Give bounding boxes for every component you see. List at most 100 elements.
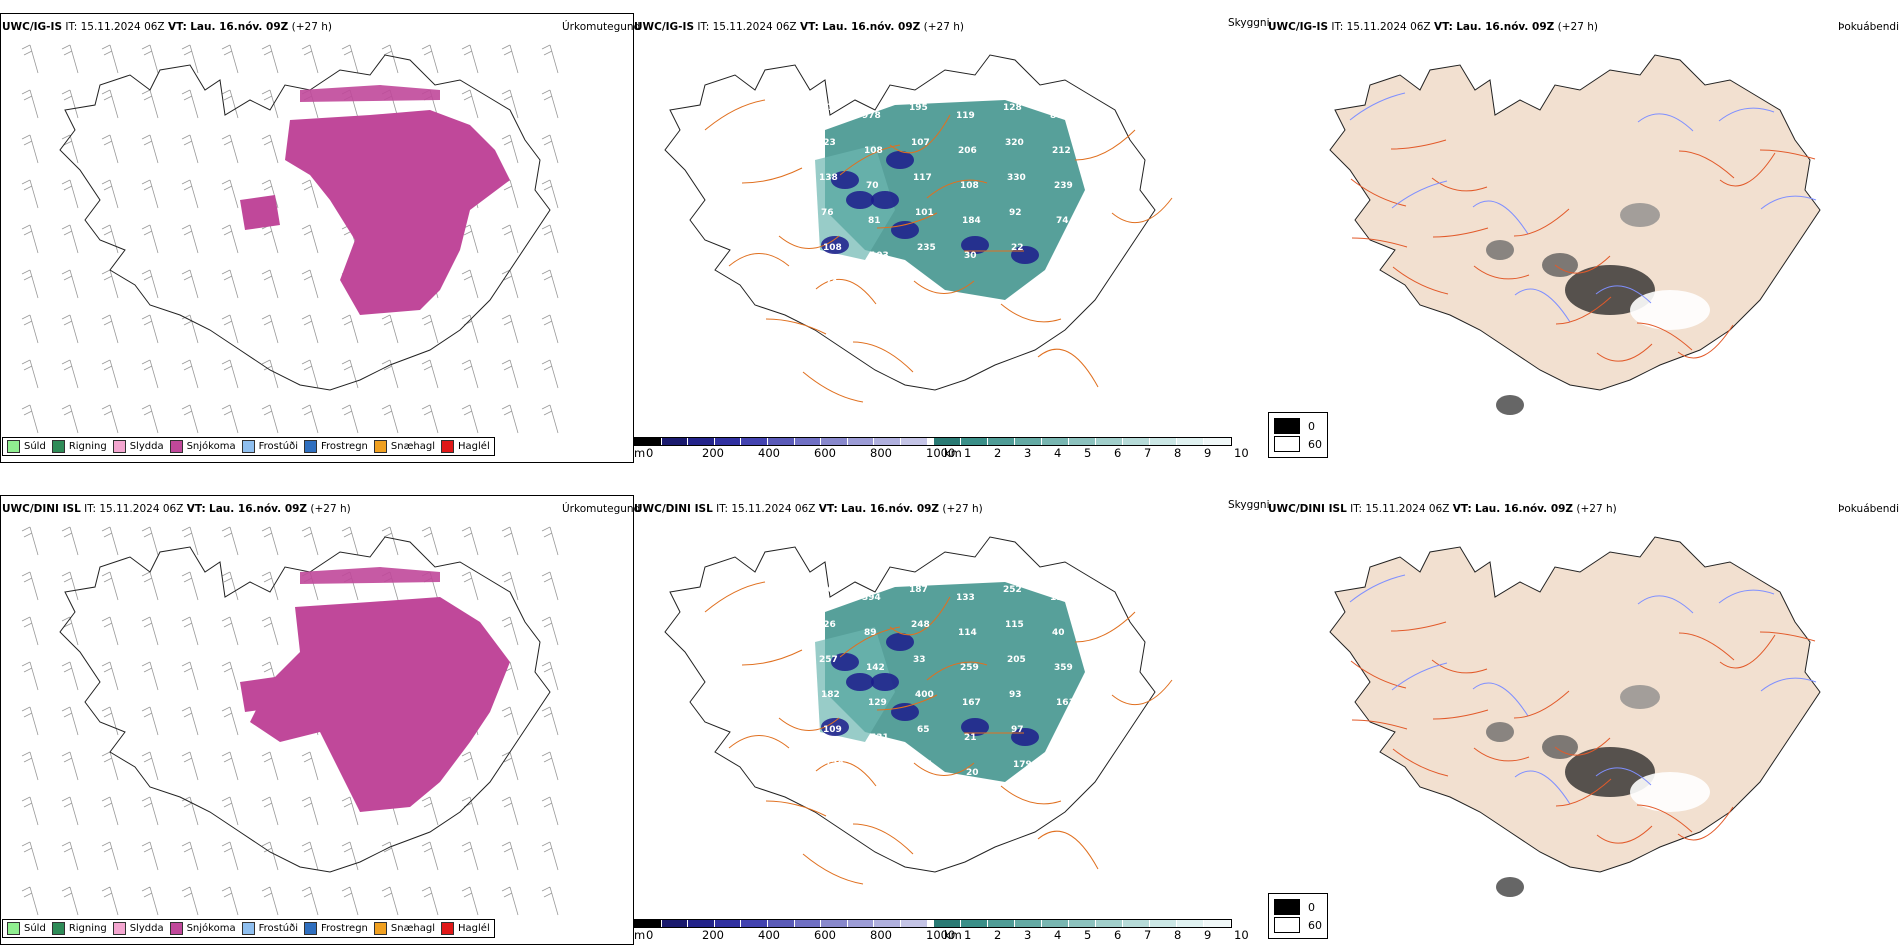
road-line xyxy=(852,341,914,373)
wind-barb xyxy=(381,404,399,434)
colorbar-cell xyxy=(988,438,1016,445)
road-line xyxy=(1719,152,1776,187)
legend-item-4: Frostúði xyxy=(241,922,298,935)
visibility-value: 248 xyxy=(911,620,930,630)
m-tick: 200 xyxy=(702,928,724,942)
fog-blob xyxy=(1486,240,1514,260)
visibility-value: 129 xyxy=(868,698,887,708)
wind-barb xyxy=(61,841,79,871)
colorbar-cell xyxy=(847,438,875,445)
wind-barb xyxy=(261,224,279,254)
road-line xyxy=(1555,778,1612,807)
wind-barb xyxy=(61,706,79,736)
wind-barb xyxy=(61,526,79,556)
colorbar-cell xyxy=(1123,438,1151,445)
visibility-value: 30 xyxy=(964,251,977,261)
visibility-value: 239 xyxy=(1054,181,1073,191)
m-tick: 600 xyxy=(814,928,836,942)
wind-barb xyxy=(501,359,519,389)
legend-item-1: Rigning xyxy=(51,922,107,935)
road-line xyxy=(1432,709,1489,720)
wind-barb xyxy=(21,314,39,344)
wind-barb xyxy=(141,571,159,601)
wind-barb xyxy=(541,44,559,74)
wind-barb xyxy=(61,886,79,916)
wind-barb xyxy=(301,269,319,299)
km-tick: 2 xyxy=(994,928,1002,942)
wind-barb xyxy=(61,269,79,299)
wind-barb xyxy=(541,706,559,736)
colorbar-cell xyxy=(1204,920,1232,927)
wind-barb xyxy=(421,44,439,74)
wind-barb xyxy=(381,526,399,556)
fog-key-row: 60 xyxy=(1274,436,1322,452)
km-unit-label: km xyxy=(944,928,962,942)
fog-patch xyxy=(871,191,899,209)
road-line xyxy=(741,649,803,666)
wind-barb xyxy=(501,89,519,119)
wind-barb xyxy=(21,841,39,871)
colorbar-swatches xyxy=(634,919,1232,928)
fog-blob xyxy=(1496,877,1524,897)
wind-barb xyxy=(541,314,559,344)
wind-barb xyxy=(221,269,239,299)
visibility-value: 119 xyxy=(956,111,975,121)
m-tick: 1000 xyxy=(926,446,956,460)
wind-barb xyxy=(21,751,39,781)
road-line xyxy=(728,735,790,749)
wind-barb xyxy=(181,616,199,646)
wind-barb xyxy=(141,751,159,781)
visibility-value: 139 xyxy=(872,768,891,778)
m-unit-label: m xyxy=(634,446,646,460)
road-line xyxy=(1074,611,1136,643)
wind-barb xyxy=(541,269,559,299)
wind-barb xyxy=(61,796,79,826)
river-line xyxy=(1349,574,1406,603)
wind-barb xyxy=(181,886,199,916)
wind-barb xyxy=(181,661,199,691)
colorbar-cell xyxy=(1015,438,1043,445)
river-line xyxy=(1637,113,1694,132)
visibility-value: 212 xyxy=(1052,146,1071,156)
wind-barb xyxy=(421,796,439,826)
panel-title-2c: UWC/DINI ISL IT: 15.11.2024 06Z VT: Lau.… xyxy=(1268,503,1617,515)
wind-barb xyxy=(501,224,519,254)
road-line xyxy=(1111,197,1173,223)
wind-barb xyxy=(221,886,239,916)
visibility-value: 142 xyxy=(866,663,885,673)
wind-barb xyxy=(221,89,239,119)
fog-blob xyxy=(1630,772,1710,812)
wind-barb xyxy=(141,224,159,254)
colorbar-cell xyxy=(714,920,742,927)
wind-barb xyxy=(61,751,79,781)
visibility-value: 108 xyxy=(864,146,883,156)
wind-barb xyxy=(61,224,79,254)
visibility-value: 256 xyxy=(815,585,834,595)
fog-key-swatch xyxy=(1274,899,1300,915)
road-line xyxy=(1350,178,1407,207)
legend-label: Rigning xyxy=(68,441,107,452)
iceland-outline xyxy=(664,54,1156,391)
road-line xyxy=(1677,324,1734,359)
river-line xyxy=(1514,288,1571,323)
road-line xyxy=(704,581,766,613)
visibility-value: 93 xyxy=(1009,690,1022,700)
visibility-value: 133 xyxy=(956,593,975,603)
visibility-value: 76 xyxy=(821,208,834,218)
colorbar-ticks: m 0 200 400 600 800 1000 km 1 2 3 4 5 6 7 8 9 10 xyxy=(634,446,1249,460)
legend-item-4: Frostúði xyxy=(241,440,298,453)
road-line xyxy=(1719,634,1776,669)
fog-key-row: 60 xyxy=(1274,917,1322,933)
km-tick: 5 xyxy=(1084,446,1092,460)
wind-barb xyxy=(101,89,119,119)
legend-label: Súld xyxy=(24,441,46,452)
wind-barb xyxy=(261,179,279,209)
legend-label: Snjókoma xyxy=(186,441,236,452)
wind-barb xyxy=(181,751,199,781)
visibility-value: 81 xyxy=(868,216,881,226)
wind-barb xyxy=(501,706,519,736)
road-line xyxy=(778,235,840,249)
visibility-value: 108 xyxy=(823,243,842,253)
km-tick: 3 xyxy=(1024,928,1032,942)
fog-blob xyxy=(1542,253,1578,277)
